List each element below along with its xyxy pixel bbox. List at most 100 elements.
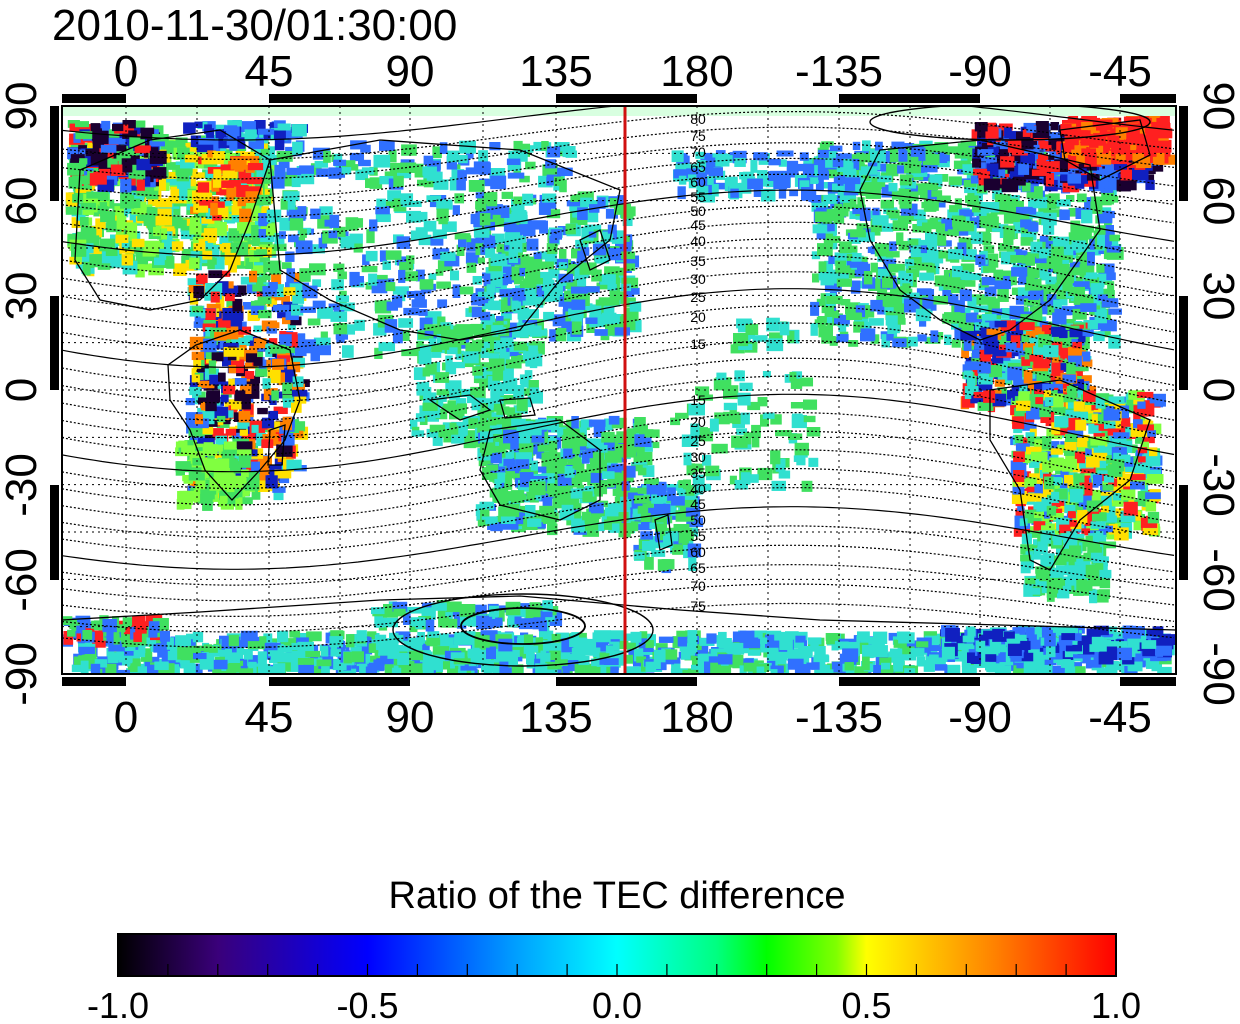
tec-cell: [1023, 370, 1033, 384]
tec-cell: [602, 471, 615, 479]
tec-cell: [1054, 338, 1070, 348]
tec-cell: [456, 403, 468, 414]
tec-cell: [511, 299, 519, 310]
tec-cell: [385, 250, 402, 260]
tec-cell: [1060, 467, 1069, 477]
tec-cell: [1077, 225, 1092, 240]
tec-cell: [266, 209, 282, 223]
tec-cell: [477, 196, 487, 203]
tec-cell: [1029, 152, 1045, 162]
tec-cell: [605, 324, 622, 336]
tec-cell: [651, 549, 666, 557]
tec-cell: [204, 368, 219, 380]
tec-cell: [572, 441, 580, 454]
tec-cell: [422, 166, 437, 176]
tec-cell: [571, 475, 580, 484]
tec-cell: [818, 182, 831, 189]
tec-cell: [244, 129, 257, 142]
tec-cell: [287, 198, 296, 212]
tec-cell: [522, 193, 534, 206]
tec-cell: [625, 263, 636, 271]
tec-cell: [1116, 417, 1131, 428]
tec-cell: [512, 288, 526, 301]
tec-cell: [1128, 150, 1137, 158]
tec-cell: [198, 391, 206, 402]
tec-cell: [449, 329, 457, 340]
tec-cell: [135, 264, 145, 278]
tec-cell: [992, 393, 1007, 407]
tec-cell: [1020, 237, 1034, 246]
tec-cell: [965, 195, 979, 204]
tec-cell: [90, 123, 101, 133]
tec-cell: [513, 341, 527, 351]
tec-cell: [614, 443, 630, 452]
tec-cell: [375, 206, 390, 215]
tec-cell: [589, 305, 602, 319]
tec-cell: [180, 230, 195, 240]
tec-cell: [413, 367, 426, 380]
tec-cell: [105, 247, 118, 257]
tec-cell: [1090, 196, 1104, 203]
tec-cell: [292, 383, 306, 391]
tec-cell: [542, 193, 557, 203]
tec-cell: [1028, 199, 1036, 208]
tec-cell: [826, 236, 841, 243]
tec-cell: [213, 169, 222, 182]
tec-cell: [983, 245, 995, 254]
tec-cell: [419, 279, 434, 290]
tec-cell: [582, 451, 590, 464]
tec-cell: [980, 327, 990, 338]
tec-cell: [205, 308, 216, 320]
tec-cell: [71, 217, 81, 228]
tec-cell: [1041, 284, 1051, 297]
tec-cell: [466, 395, 474, 404]
tec-cell: [961, 396, 975, 408]
tec-cell: [1042, 383, 1054, 391]
tec-cell: [972, 202, 981, 213]
tec-cell: [882, 276, 893, 288]
tec-cell: [180, 157, 195, 169]
tec-cell: [577, 215, 588, 226]
tec-cell: [879, 223, 894, 232]
tec-cell: [197, 182, 210, 194]
tec-cell: [181, 445, 196, 456]
tec-cell: [432, 146, 442, 158]
tec-cell: [549, 329, 558, 342]
tec-cell: [236, 261, 251, 269]
tec-cell: [1077, 434, 1090, 448]
tec-cell: [176, 498, 185, 510]
tec-cell: [888, 183, 898, 192]
tec-cell: [978, 171, 991, 179]
tec-cell: [426, 171, 443, 181]
tec-cell: [292, 389, 308, 397]
tec-cell: [688, 177, 696, 189]
tec-cell: [1000, 156, 1015, 168]
tec-cell: [1102, 195, 1119, 203]
tec-cell: [685, 507, 701, 517]
tec-cell: [259, 217, 269, 225]
tec-cell: [538, 329, 548, 336]
tec-cell: [365, 282, 374, 290]
tec-cell: [76, 124, 93, 132]
tec-cell: [1127, 162, 1140, 173]
tec-cell: [1052, 312, 1067, 325]
tec-cell: [1034, 196, 1049, 209]
tec-cell: [418, 234, 432, 246]
tec-cell: [445, 362, 457, 375]
tec-cell: [601, 231, 614, 243]
tec-cell: [1117, 123, 1133, 130]
tec-cell: [414, 290, 426, 305]
tec-cell: [559, 179, 567, 193]
tec-cell: [938, 250, 950, 259]
tec-cell: [273, 130, 290, 139]
tec-cell: [612, 474, 625, 485]
tec-cell: [1149, 423, 1162, 435]
tec-cell: [536, 446, 545, 459]
tec-cell: [354, 319, 365, 331]
tec-cell: [252, 238, 260, 247]
tec-cell: [582, 491, 593, 502]
tec-cell: [986, 163, 999, 178]
tec-cell: [1140, 135, 1153, 144]
tec-cell: [273, 406, 288, 414]
tec-cell: [488, 445, 506, 453]
